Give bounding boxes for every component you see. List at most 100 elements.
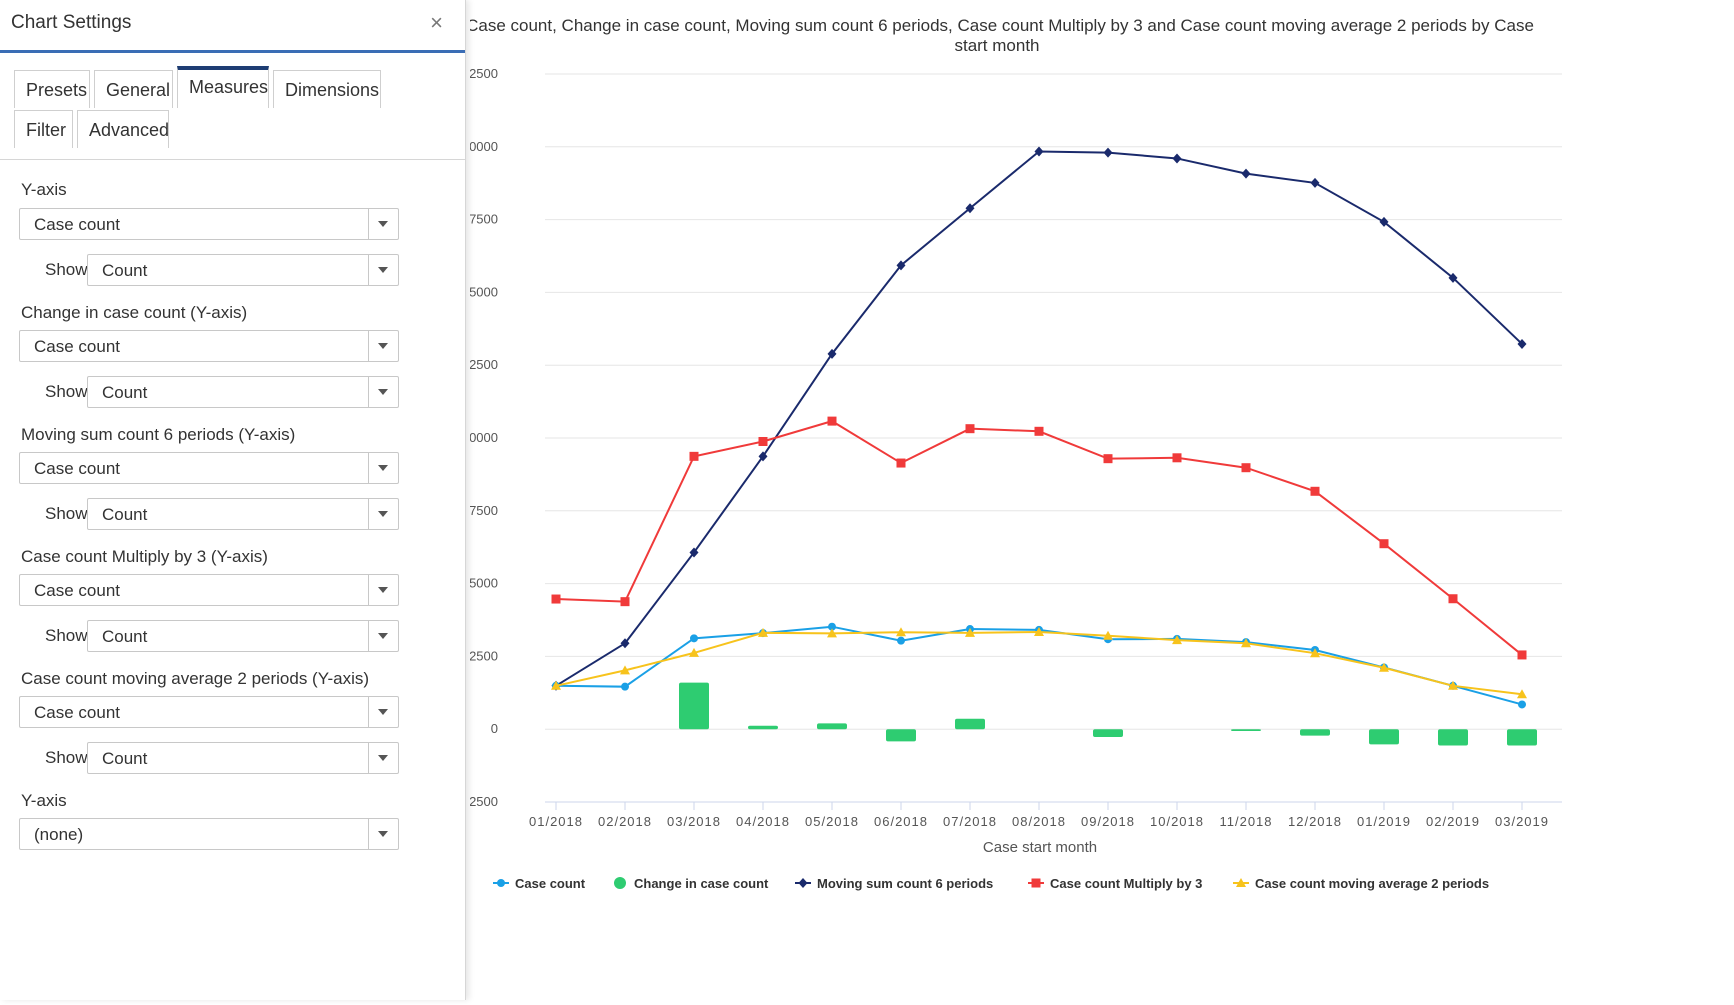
y-axis-measure-select[interactable]: Case count — [19, 208, 399, 240]
change-measure-select[interactable]: Case count — [19, 330, 399, 362]
point-case-count-moving-average-2-periods — [1379, 662, 1389, 672]
point-case-count-moving-average-2-periods — [1310, 648, 1320, 658]
moving-sum-measure-select[interactable]: Case count — [19, 452, 399, 484]
tab-divider — [0, 159, 465, 160]
x-tick-label: 11/2018 — [1219, 814, 1272, 829]
point-case-count — [621, 682, 629, 691]
point-moving-sum-count-6-periods — [1448, 272, 1458, 283]
point-moving-sum-count-6-periods — [896, 260, 906, 271]
bar-change-in-case-count — [1231, 729, 1261, 731]
dropdown-button[interactable] — [368, 499, 398, 529]
chart-title: Case count, Change in case count, Moving… — [470, 16, 1534, 35]
x-tick-label: 02/2018 — [598, 814, 652, 829]
chevron-down-icon — [378, 587, 388, 593]
point-case-count-multiply-by-3 — [1241, 463, 1251, 473]
x-tick-label: 04/2018 — [736, 814, 790, 829]
point-moving-sum-count-6-periods — [689, 547, 699, 558]
panel-title: Chart Settings — [11, 12, 132, 33]
chart-settings-panel: Chart Settings × Presets General Measure… — [0, 0, 466, 1000]
point-case-count-multiply-by-3 — [758, 436, 768, 446]
point-moving-sum-count-6-periods — [758, 451, 768, 462]
dropdown-button[interactable] — [368, 743, 398, 773]
point-case-count-moving-average-2-periods — [1241, 638, 1251, 648]
tab-filter[interactable]: Filter — [14, 110, 73, 148]
y-tick-label: 5000 — [470, 576, 498, 591]
y-tick-label: 15000 — [470, 284, 498, 299]
y-axis-label: Y-axis — [21, 180, 67, 199]
bar-change-in-case-count — [886, 729, 916, 742]
x-axis-title: Case start month — [983, 839, 1097, 856]
y-tick-label: 17500 — [470, 212, 498, 227]
chevron-down-icon — [378, 511, 388, 517]
x-tick-label: 10/2018 — [1150, 814, 1204, 829]
dropdown-button[interactable] — [368, 453, 398, 483]
chevron-down-icon — [378, 221, 388, 227]
point-case-count-moving-average-2-periods — [758, 627, 768, 637]
chart-area: Case count, Change in case count, Moving… — [434, 0, 1734, 1000]
bar-change-in-case-count — [1438, 729, 1468, 746]
dropdown-button[interactable] — [368, 575, 398, 605]
point-case-count-moving-average-2-periods — [827, 628, 837, 638]
y-tick-label: 20000 — [470, 139, 498, 154]
close-icon[interactable]: × — [430, 10, 443, 35]
moving-sum-show-select[interactable]: Count — [87, 498, 399, 530]
change-show-select[interactable]: Count — [87, 376, 399, 408]
point-case-count-multiply-by-3 — [689, 451, 699, 461]
point-case-count-moving-average-2-periods — [551, 680, 561, 690]
x-tick-label: 09/2018 — [1081, 814, 1135, 829]
point-case-count-multiply-by-3 — [1103, 454, 1113, 464]
point-moving-sum-count-6-periods — [1310, 177, 1320, 188]
y-tick-label: −2500 — [470, 794, 498, 809]
point-case-count — [897, 636, 905, 645]
chevron-down-icon — [378, 343, 388, 349]
select-value: Count — [102, 383, 148, 402]
chevron-down-icon — [378, 709, 388, 715]
point-case-count — [1518, 700, 1526, 709]
x-tick-label: 12/2018 — [1288, 814, 1342, 829]
bar-change-in-case-count — [748, 725, 778, 730]
point-case-count-multiply-by-3 — [896, 458, 906, 468]
dropdown-button[interactable] — [368, 697, 398, 727]
y-tick-label: 10000 — [470, 430, 498, 445]
x-tick-label: 03/2019 — [1495, 814, 1549, 829]
moving-average-measure-select[interactable]: Case count — [19, 696, 399, 728]
moving-average-show-select[interactable]: Count — [87, 742, 399, 774]
legend-item-change-in-case-count: Change in case count — [634, 876, 769, 891]
select-value: Case count — [34, 215, 120, 234]
point-case-count-multiply-by-3 — [1379, 539, 1389, 549]
select-value: Case count — [34, 703, 120, 722]
multiply-show-select[interactable]: Count — [87, 620, 399, 652]
show-label: Show — [45, 260, 88, 279]
bar-change-in-case-count — [1093, 729, 1123, 738]
legend-item-case-count-moving-average-2-periods: Case count moving average 2 periods — [1255, 876, 1489, 891]
dropdown-button[interactable] — [368, 819, 398, 849]
point-case-count-multiply-by-3 — [1448, 594, 1458, 604]
y-tick-label: 7500 — [470, 503, 498, 518]
tab-measures[interactable]: Measures — [177, 66, 269, 108]
moving-sum-label: Moving sum count 6 periods (Y-axis) — [21, 425, 296, 444]
legend-item-case-count: Case count — [515, 876, 586, 891]
point-case-count-multiply-by-3 — [620, 597, 630, 607]
dropdown-button[interactable] — [368, 377, 398, 407]
chevron-down-icon — [378, 755, 388, 761]
x-tick-label: 03/2018 — [667, 814, 721, 829]
dropdown-button[interactable] — [368, 331, 398, 361]
secondary-y-axis-select[interactable]: (none) — [19, 818, 399, 850]
tab-general[interactable]: General — [94, 70, 173, 108]
tab-presets[interactable]: Presets — [14, 70, 90, 108]
y-axis-show-select[interactable]: Count — [87, 254, 399, 286]
point-case-count-moving-average-2-periods — [1103, 630, 1113, 640]
point-case-count — [690, 634, 698, 643]
tab-advanced[interactable]: Advanced — [77, 110, 169, 148]
chart-title-line2: start month — [954, 36, 1039, 55]
dropdown-button[interactable] — [368, 209, 398, 239]
bar-change-in-case-count — [955, 718, 985, 730]
dropdown-button[interactable] — [368, 621, 398, 651]
select-value: Count — [102, 261, 148, 280]
point-moving-sum-count-6-periods — [1241, 168, 1251, 179]
point-moving-sum-count-6-periods — [1172, 153, 1182, 164]
chevron-down-icon — [378, 465, 388, 471]
dropdown-button[interactable] — [368, 255, 398, 285]
multiply-measure-select[interactable]: Case count — [19, 574, 399, 606]
tab-dimensions[interactable]: Dimensions — [273, 70, 381, 108]
